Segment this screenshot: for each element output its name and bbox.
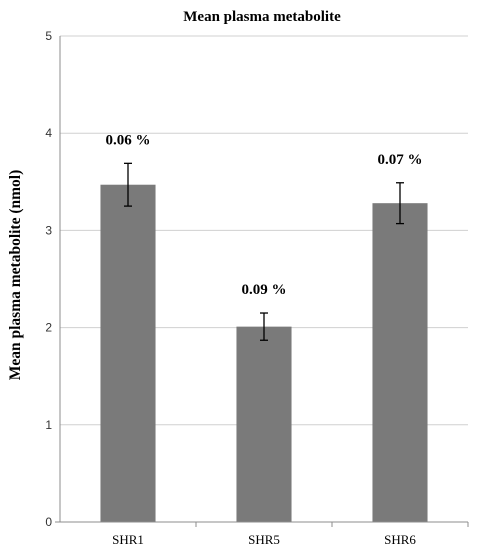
bar-shr1 [100,184,156,522]
axes [55,36,469,527]
y-tick-label: 5 [45,29,52,43]
data-label-shr1: 0.06 % [106,132,151,148]
bar-shr6 [372,203,428,522]
y-tick-label: 3 [45,223,52,237]
bars [100,184,428,522]
x-tick-label-shr1: SHR1 [112,532,144,547]
y-tick-labels: 0 1 2 3 4 5 [45,29,52,529]
x-tick-label-shr5: SHR5 [248,532,280,547]
data-label-shr5: 0.09 % [242,282,287,298]
x-tick-labels: SHR1 SHR5 SHR6 [112,532,416,547]
y-tick-label: 1 [45,418,52,432]
x-tick-label-shr6: SHR6 [384,532,416,547]
y-tick-label: 2 [45,321,52,335]
error-bars [124,162,404,341]
data-label-shr6: 0.07 % [378,152,423,168]
bar-shr5 [236,326,292,522]
chart-title: Mean plasma metabolite [183,9,341,25]
y-tick-label: 0 [45,515,52,529]
y-tick-label: 4 [45,126,52,140]
data-labels: 0.06 % 0.09 % 0.07 % [106,132,423,298]
y-axis-label: Mean plasma metabolite (nmol) [7,170,24,381]
